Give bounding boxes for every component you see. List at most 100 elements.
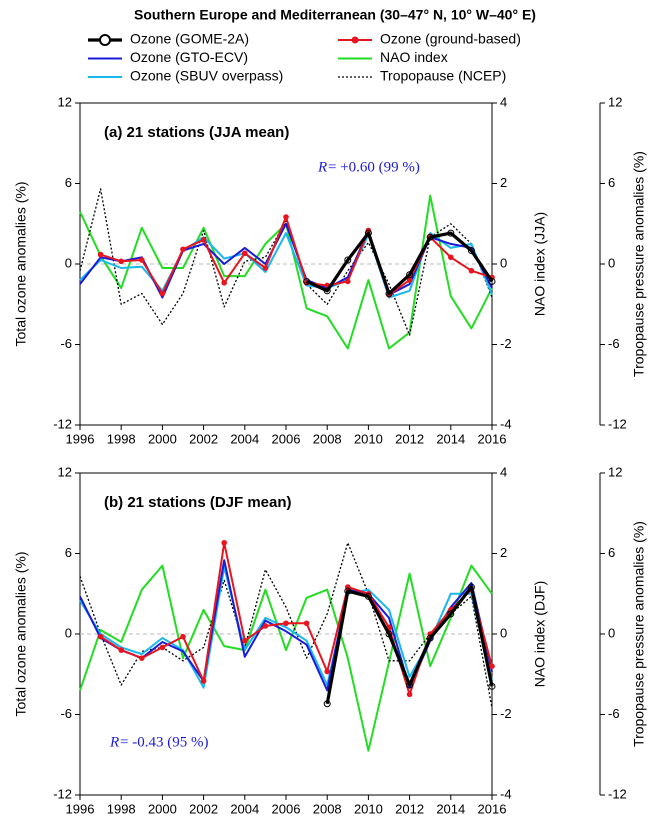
series-line bbox=[325, 585, 494, 705]
data-point bbox=[488, 277, 496, 285]
y3-tick-label: 6 bbox=[608, 545, 615, 560]
data-point bbox=[200, 237, 207, 243]
y-tick-label: -12 bbox=[53, 786, 72, 801]
data-point bbox=[467, 247, 475, 255]
data-point bbox=[97, 251, 104, 258]
y3-tick-label: 12 bbox=[608, 94, 622, 109]
data-point bbox=[262, 623, 269, 629]
data-point bbox=[406, 271, 414, 279]
y2-axis-label: NAO index (DJF) bbox=[532, 581, 548, 688]
y-tick-label: -6 bbox=[60, 336, 72, 351]
y-tick-label: 0 bbox=[65, 625, 72, 640]
data-point bbox=[159, 290, 166, 297]
y2-tick-label: 2 bbox=[500, 175, 507, 190]
x-tick-label: 2014 bbox=[436, 431, 465, 446]
series-line bbox=[100, 216, 493, 296]
data-point bbox=[447, 610, 455, 618]
x-tick-label: 2006 bbox=[272, 431, 301, 446]
y-tick-label: 6 bbox=[65, 175, 72, 190]
data-point bbox=[262, 265, 269, 271]
x-tick-label: 1998 bbox=[107, 801, 136, 816]
legend-label: Ozone (ground-based) bbox=[380, 31, 521, 47]
data-point bbox=[159, 644, 166, 651]
legend-marker bbox=[99, 34, 111, 46]
x-tick-label: 2002 bbox=[189, 431, 218, 446]
data-point bbox=[426, 634, 434, 642]
series-line bbox=[100, 541, 493, 696]
x-tick-label: 2008 bbox=[313, 431, 342, 446]
data-point bbox=[118, 258, 124, 265]
data-point bbox=[426, 233, 434, 241]
series-line bbox=[79, 564, 493, 752]
y-tick-label: -6 bbox=[60, 706, 72, 721]
x-tick-label: 1996 bbox=[66, 431, 95, 446]
data-point bbox=[323, 700, 331, 708]
data-point bbox=[180, 246, 186, 253]
x-tick-label: 1998 bbox=[107, 431, 136, 446]
y-tick-label: -12 bbox=[53, 416, 72, 431]
annotation-symbol: R bbox=[109, 734, 119, 750]
y-tick-label: 12 bbox=[58, 464, 72, 479]
data-point bbox=[180, 633, 186, 640]
annotation-symbol: R bbox=[317, 159, 327, 175]
data-point bbox=[139, 257, 145, 263]
y2-tick-label: 2 bbox=[500, 545, 507, 560]
x-tick-label: 2008 bbox=[313, 801, 342, 816]
x-tick-label: 2002 bbox=[189, 801, 218, 816]
x-tick-label: 2016 bbox=[478, 801, 507, 816]
data-point bbox=[242, 250, 248, 257]
y3-tick-label: -6 bbox=[608, 706, 620, 721]
y-tick-label: 6 bbox=[65, 545, 72, 560]
data-point bbox=[118, 647, 124, 653]
series-line bbox=[79, 188, 493, 336]
data-point bbox=[489, 663, 495, 669]
x-tick-label: 2006 bbox=[272, 801, 301, 816]
annotation: = +0.60 (99 %) bbox=[328, 159, 420, 175]
data-point bbox=[242, 637, 248, 644]
x-tick-label: 2014 bbox=[436, 801, 465, 816]
y3-tick-label: -12 bbox=[608, 416, 627, 431]
x-tick-label: 2010 bbox=[354, 431, 383, 446]
data-point bbox=[447, 229, 455, 237]
legend-label: Tropopause (NCEP) bbox=[380, 68, 506, 84]
data-point bbox=[303, 277, 311, 285]
y3-tick-label: -12 bbox=[608, 786, 627, 801]
x-tick-label: 2004 bbox=[230, 801, 259, 816]
y2-tick-label: 0 bbox=[500, 255, 507, 270]
y2-tick-label: 4 bbox=[500, 464, 507, 479]
y-tick-label: 12 bbox=[58, 94, 72, 109]
y3-axis-label: Tropopause pressure anomalies (%) bbox=[631, 151, 647, 377]
y-axis-label: Total ozone anomalies (%) bbox=[13, 552, 29, 717]
y-tick-label: 0 bbox=[65, 255, 72, 270]
data-point bbox=[488, 682, 496, 690]
legend-label: Ozone (GOME-2A) bbox=[130, 31, 249, 47]
data-point bbox=[221, 539, 227, 546]
y3-tick-label: 0 bbox=[608, 255, 615, 270]
data-point bbox=[385, 630, 393, 638]
y2-tick-label: -4 bbox=[500, 416, 512, 431]
y-axis-label: Total ozone anomalies (%) bbox=[13, 182, 29, 347]
data-point bbox=[139, 655, 145, 661]
y2-tick-label: -4 bbox=[500, 786, 512, 801]
y2-tick-label: -2 bbox=[500, 336, 512, 351]
x-tick-label: 2012 bbox=[395, 431, 424, 446]
y2-tick-label: -2 bbox=[500, 706, 512, 721]
data-point bbox=[344, 587, 352, 595]
annotation: = -0.43 (95 %) bbox=[120, 734, 208, 750]
panel-label: (b) 21 stations (DJF mean) bbox=[104, 494, 292, 511]
x-tick-label: 2016 bbox=[478, 431, 507, 446]
x-tick-label: 2000 bbox=[148, 431, 177, 446]
data-point bbox=[406, 277, 413, 283]
legend-marker bbox=[351, 36, 359, 44]
data-point bbox=[97, 633, 104, 640]
data-point bbox=[283, 620, 289, 627]
figure-title: Southern Europe and Mediterranean (30–47… bbox=[134, 7, 536, 23]
data-point bbox=[344, 256, 352, 264]
series-line bbox=[79, 565, 493, 689]
data-point bbox=[345, 278, 351, 285]
data-point bbox=[364, 229, 372, 237]
x-tick-label: 1996 bbox=[66, 801, 95, 816]
series-line bbox=[79, 232, 493, 299]
x-tick-label: 2004 bbox=[230, 431, 259, 446]
data-point bbox=[364, 592, 372, 600]
